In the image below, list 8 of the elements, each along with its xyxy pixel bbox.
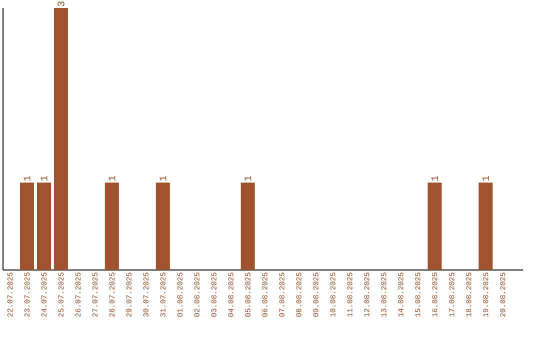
data-label: 1 <box>24 176 30 181</box>
data-label: 1 <box>482 176 489 181</box>
data-label: 1 <box>40 176 48 181</box>
data-label: 1 <box>244 176 252 181</box>
data-label: 1 <box>108 176 116 181</box>
data-label: 1 <box>160 176 166 181</box>
data-label: 3 <box>58 1 64 6</box>
data-label: 1 <box>431 176 438 181</box>
